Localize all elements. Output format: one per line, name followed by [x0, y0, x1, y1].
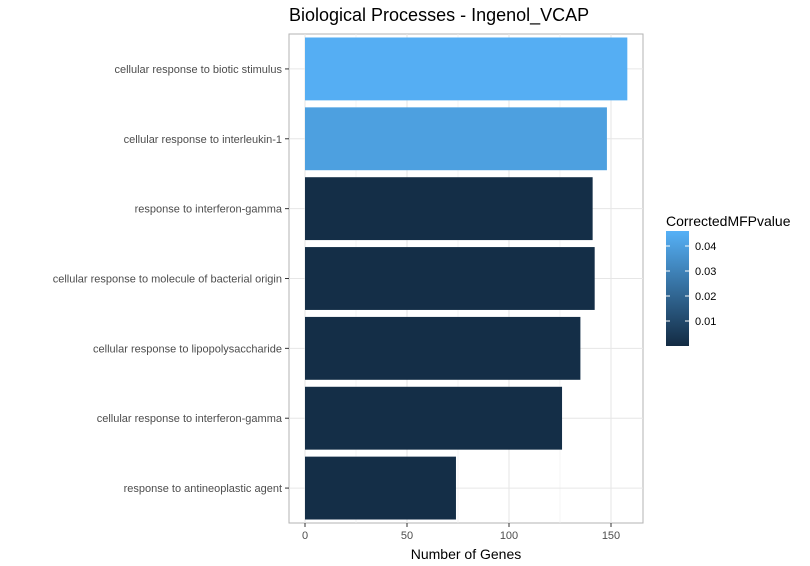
- x-tick-label: 0: [302, 530, 308, 542]
- x-tick-label: 150: [602, 530, 620, 542]
- x-tick-label: 50: [401, 530, 413, 542]
- y-tick-label: response to interferon-gamma: [135, 204, 283, 216]
- y-tick-label: cellular response to lipopolysaccharide: [93, 343, 282, 355]
- legend-tick-label: 0.04: [695, 241, 716, 253]
- legend-tick-label: 0.03: [695, 266, 716, 278]
- y-axis-labels: cellular response to biotic stimulus cell…: [53, 64, 289, 495]
- y-tick-label: cellular response to molecule of bacteri…: [53, 274, 282, 286]
- plot-panel: [288, 33, 644, 524]
- bar: [305, 386, 563, 450]
- x-tick-label: 100: [500, 530, 518, 542]
- bar: [305, 247, 595, 310]
- bar: [305, 456, 456, 520]
- legend-ticks: 0.04 0.03 0.02 0.01: [666, 241, 716, 328]
- legend-title: CorrectedMFPvalue: [666, 213, 791, 229]
- y-tick-label: cellular response to interferon-gamma: [97, 413, 283, 425]
- bar: [305, 37, 628, 101]
- bars: [305, 37, 628, 520]
- y-tick-label: response to antineoplastic agent: [124, 483, 282, 495]
- y-tick-label: cellular response to interleukin-1: [124, 134, 282, 146]
- bar: [305, 107, 607, 171]
- bar: [305, 177, 593, 241]
- legend-colorbar: [666, 231, 689, 346]
- legend-tick-label: 0.02: [695, 291, 716, 303]
- legend: CorrectedMFPvalue 0.04 0.03 0.02 0.01: [666, 213, 791, 346]
- y-tick-label: cellular response to biotic stimulus: [114, 64, 282, 76]
- bar: [305, 316, 581, 380]
- x-axis-title: Number of Genes: [411, 546, 522, 562]
- x-axis-ticks: 0 50 100 150: [302, 523, 620, 542]
- legend-tick-label: 0.01: [695, 316, 716, 328]
- chart-title: Biological Processes - Ingenol_VCAP: [289, 5, 589, 26]
